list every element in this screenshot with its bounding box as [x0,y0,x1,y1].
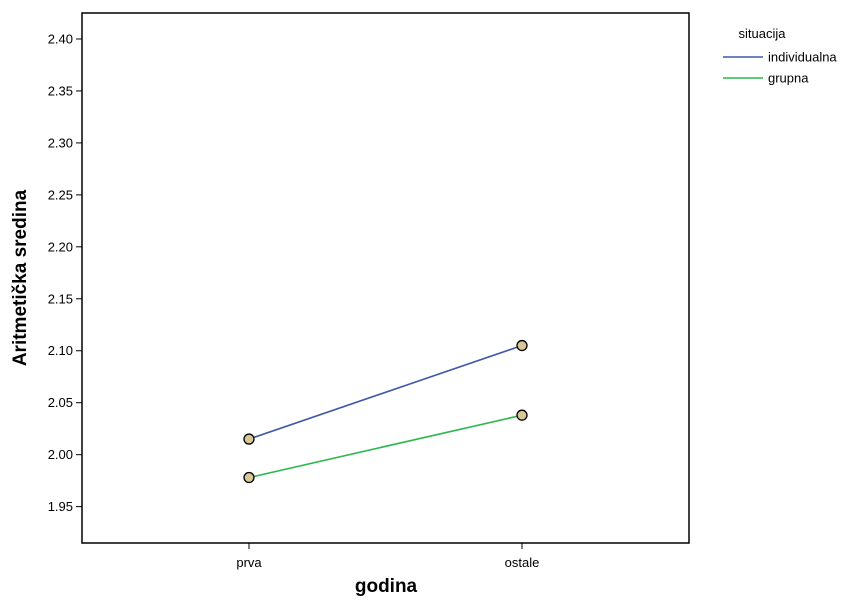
legend-title: situacija [739,26,787,41]
y-tick-label: 2.20 [48,239,73,254]
y-tick-label: 1.95 [48,499,73,514]
y-tick-label: 2.25 [48,187,73,202]
y-tick-label: 2.35 [48,83,73,98]
legend-label: grupna [768,71,809,86]
y-axis-title: Aritmetička sredina [10,189,31,366]
x-tick-label: prva [236,555,262,570]
y-tick-label: 2.05 [48,395,73,410]
legend-label: individualna [768,50,837,65]
series-layer [243,339,528,484]
x-axis: prva ostale [236,543,539,570]
y-tick-label: 2.10 [48,343,73,358]
x-tick-label: ostale [505,555,540,570]
plot-frame [81,12,690,544]
data-point-individualna [516,339,528,352]
y-tick-label: 2.00 [48,447,73,462]
y-tick-label: 2.40 [48,31,73,46]
data-point-grupna [516,409,528,421]
data-point-individualna [243,433,255,445]
series-line-individualna [248,344,523,440]
legend: situacija individualna grupna [723,26,837,86]
y-axis: 1.95 2.00 2.05 2.10 2.15 2.20 2.25 2.30 2.35 2.40 [48,31,82,514]
y-tick-label: 2.30 [48,135,73,150]
y-tick-label: 2.15 [48,291,73,306]
x-axis-title: godina [355,576,418,597]
data-point-grupna [243,471,255,484]
series-line-grupna [248,414,523,479]
